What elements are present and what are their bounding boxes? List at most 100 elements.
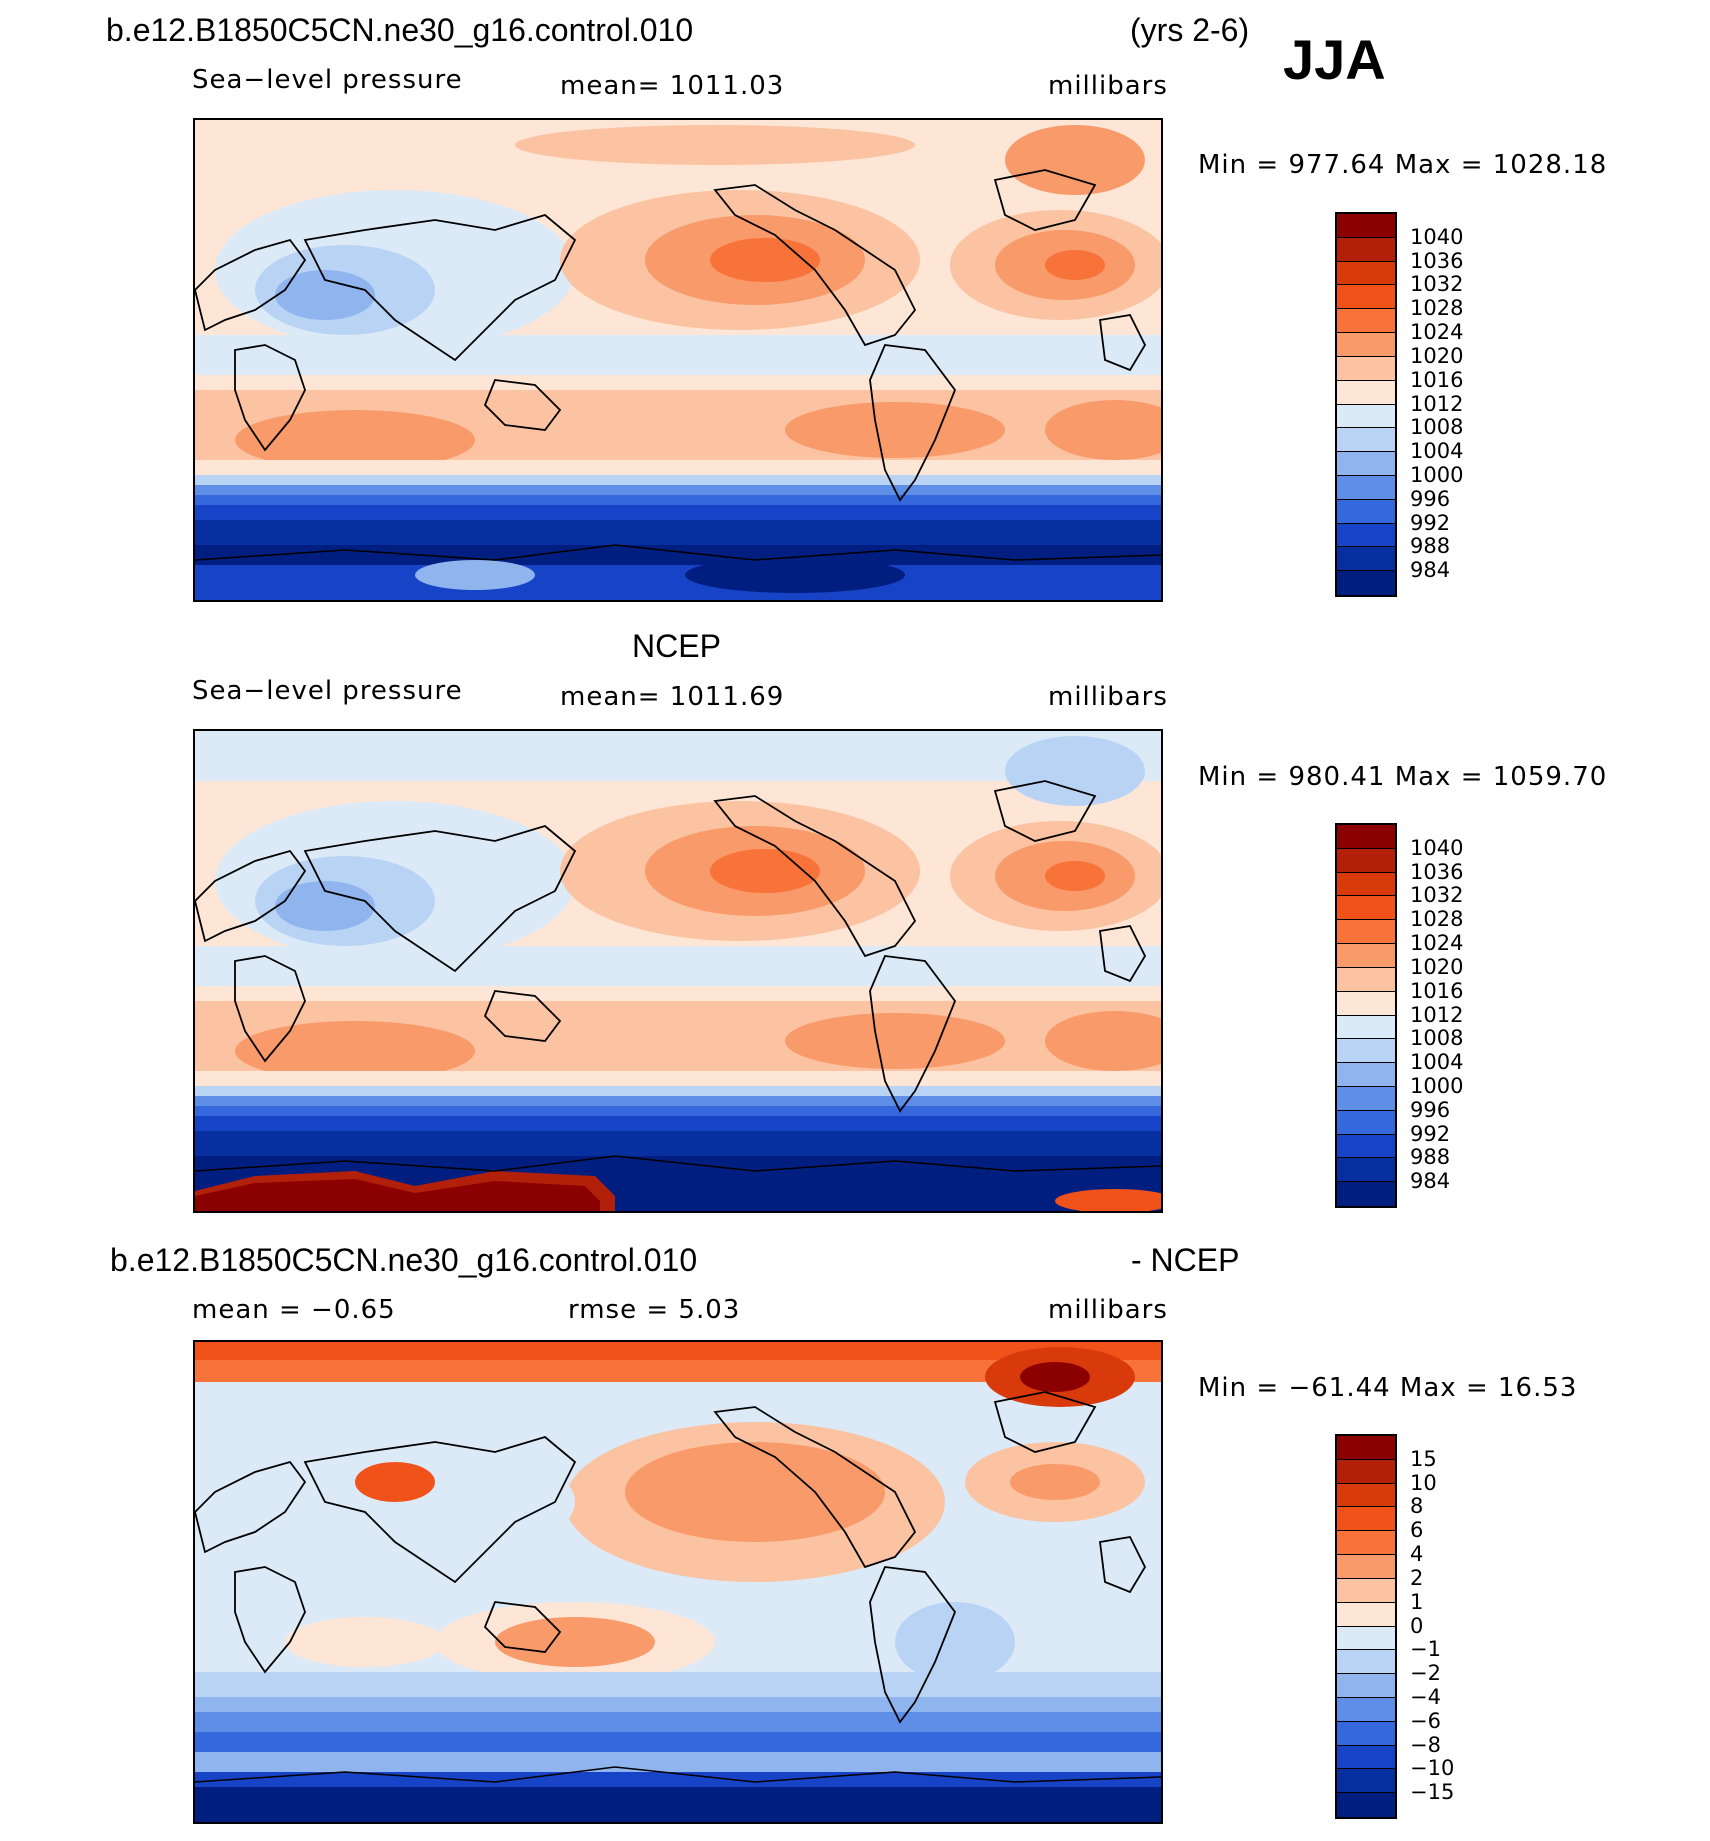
colorbar-tick-label: 984 bbox=[1410, 1169, 1451, 1194]
contour-band bbox=[195, 1131, 1161, 1156]
colorbar-tick-label: 984 bbox=[1410, 558, 1451, 583]
colorbar-swatch bbox=[1337, 475, 1395, 500]
colorbar-tick-label: 988 bbox=[1410, 534, 1451, 559]
season-label: JJA bbox=[1283, 28, 1386, 91]
eurasia-anomaly bbox=[255, 1442, 575, 1562]
colorbar-tick-label: 1004 bbox=[1410, 439, 1464, 464]
coastline bbox=[483, 379, 562, 431]
coastline bbox=[234, 344, 306, 452]
colorbar-swatch bbox=[1337, 428, 1395, 453]
panel3-mean: mean = −0.65 bbox=[192, 1295, 396, 1325]
coastline bbox=[713, 795, 917, 958]
coastline bbox=[1098, 925, 1147, 983]
colorbar-swatch bbox=[1337, 920, 1395, 945]
antarctica-field bbox=[195, 565, 1161, 600]
colorbar-tick-label: 10 bbox=[1410, 1470, 1437, 1495]
colorbar-tick-label: 1024 bbox=[1410, 931, 1464, 956]
colorbar-swatch bbox=[1337, 1063, 1395, 1087]
coastline bbox=[303, 213, 577, 362]
australia-positive bbox=[495, 1617, 655, 1667]
colorbar-swatch bbox=[1337, 944, 1395, 968]
colorbar-swatch bbox=[1337, 261, 1395, 286]
colorbar-tick-label: 1012 bbox=[1410, 391, 1464, 416]
colorbar-swatch bbox=[1337, 404, 1395, 429]
colorbar-tick-label: −4 bbox=[1410, 1684, 1441, 1709]
greenland-region bbox=[1005, 125, 1145, 195]
case-title: b.e12.B1850C5CN.ne30_g16.control.010 bbox=[106, 12, 694, 48]
model-colorbar bbox=[1335, 212, 1397, 597]
colorbar-tick-label: −15 bbox=[1410, 1780, 1455, 1805]
asian-low-core bbox=[275, 270, 375, 320]
colorbar-swatch bbox=[1337, 1793, 1395, 1817]
ncep-slp-map bbox=[193, 729, 1163, 1213]
panel1-units: millibars bbox=[1048, 71, 1168, 101]
colorbar-swatch bbox=[1337, 309, 1395, 334]
panel3-minmax: Min = −61.44 Max = 16.53 bbox=[1198, 1373, 1578, 1403]
arctic-region bbox=[515, 736, 915, 776]
panel3-units: millibars bbox=[1048, 1295, 1168, 1325]
colorbar-tick-label: 1032 bbox=[1410, 883, 1464, 908]
colorbar-swatch bbox=[1337, 1769, 1395, 1794]
colorbar-swatch bbox=[1337, 499, 1395, 524]
coastline bbox=[234, 1566, 306, 1674]
colorbar-swatch bbox=[1337, 547, 1395, 572]
coastline bbox=[303, 824, 577, 973]
azores-high-core bbox=[1045, 861, 1105, 891]
colorbar-swatch bbox=[1337, 967, 1395, 992]
colorbar-swatch bbox=[1337, 1134, 1395, 1159]
contour-band bbox=[195, 520, 1161, 545]
colorbar-tick-label: −2 bbox=[1410, 1661, 1441, 1686]
colorbar-swatch bbox=[1337, 356, 1395, 381]
colorbar-tick-label: 1036 bbox=[1410, 859, 1464, 884]
colorbar-tick-label: 1020 bbox=[1410, 954, 1464, 979]
panel1-minmax: Min = 977.64 Max = 1028.18 bbox=[1198, 150, 1608, 180]
coastline bbox=[993, 780, 1097, 842]
colorbar-swatch bbox=[1337, 214, 1395, 238]
colorbar-swatch bbox=[1337, 825, 1395, 849]
contour-band bbox=[195, 1697, 1161, 1712]
colorbar-tick-label: 1020 bbox=[1410, 343, 1464, 368]
years-label: (yrs 2-6) bbox=[1130, 12, 1250, 48]
panel2-units: millibars bbox=[1048, 682, 1168, 712]
contour-band bbox=[195, 1752, 1161, 1772]
coastline bbox=[869, 1566, 957, 1724]
contour-band bbox=[195, 1116, 1161, 1131]
coastline bbox=[1098, 314, 1147, 372]
south-indian-anomaly bbox=[285, 1617, 445, 1667]
tropical-band bbox=[195, 946, 1161, 986]
arctic-region bbox=[515, 125, 915, 165]
antarctica-coastline bbox=[195, 544, 1161, 561]
coastline bbox=[234, 955, 306, 1063]
contour-band bbox=[195, 1096, 1161, 1106]
coastline bbox=[993, 169, 1097, 231]
greenland-region bbox=[1005, 736, 1145, 806]
colorbar-swatch bbox=[1337, 1039, 1395, 1064]
north-pacific-high-core bbox=[710, 238, 820, 282]
colorbar-swatch bbox=[1337, 285, 1395, 310]
colorbar-tick-label: 1008 bbox=[1410, 415, 1464, 440]
colorbar-tick-label: 1040 bbox=[1410, 835, 1464, 860]
colorbar-swatch bbox=[1337, 452, 1395, 476]
panel3-title-right: - NCEP bbox=[1131, 1242, 1240, 1278]
coastline bbox=[483, 1601, 562, 1653]
south-atlantic-high bbox=[1045, 400, 1161, 460]
colorbar-tick-label: 15 bbox=[1410, 1446, 1437, 1471]
contour-band bbox=[195, 1086, 1161, 1096]
antarctica-low bbox=[685, 557, 905, 593]
colorbar-swatch bbox=[1337, 1158, 1395, 1183]
colorbar-tick-label: 1016 bbox=[1410, 978, 1464, 1003]
colorbar-tick-label: 1016 bbox=[1410, 367, 1464, 392]
colorbar-swatch bbox=[1337, 1578, 1395, 1603]
south-pacific-high bbox=[785, 402, 1005, 458]
colorbar-swatch bbox=[1337, 1436, 1395, 1460]
colorbar-swatch bbox=[1337, 896, 1395, 921]
antarctic-negative-anomaly bbox=[195, 1787, 1161, 1822]
panel2-mean: mean= 1011.69 bbox=[560, 682, 785, 712]
difference-map bbox=[193, 1340, 1163, 1824]
colorbar-tick-label: 1036 bbox=[1410, 248, 1464, 273]
colorbar-tick-label: 4 bbox=[1410, 1542, 1424, 1567]
colorbar-tick-label: 1028 bbox=[1410, 296, 1464, 321]
model-slp-map bbox=[193, 118, 1163, 602]
antarctica-anomaly bbox=[415, 560, 535, 590]
contour-band bbox=[195, 1071, 1161, 1086]
